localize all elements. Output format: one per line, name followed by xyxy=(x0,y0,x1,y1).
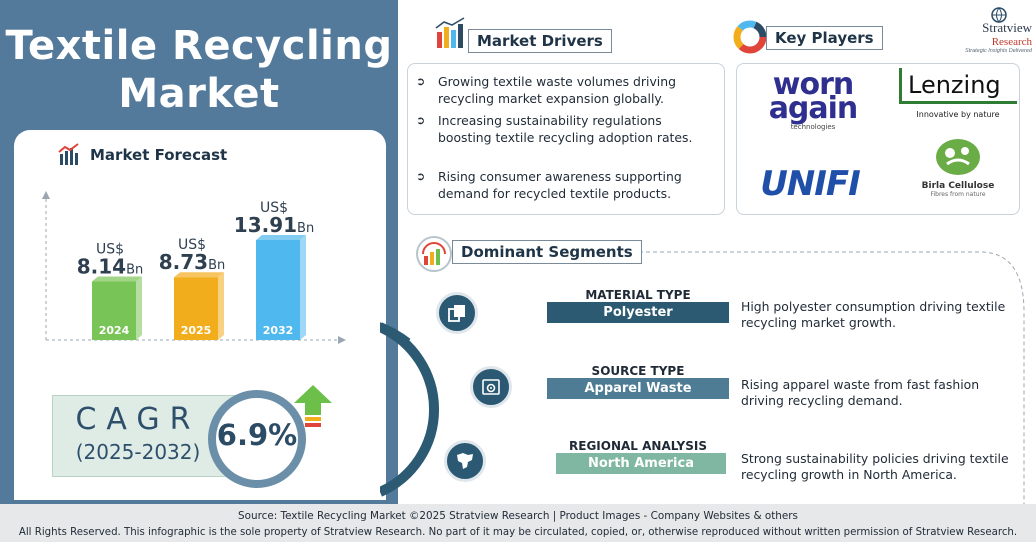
segment-desc: Rising apparel waste from fast fashion d… xyxy=(741,377,980,408)
bar-value-label: 13.91Bn xyxy=(234,213,314,237)
brand-sub: Research xyxy=(991,36,1032,48)
segment-icon-region xyxy=(444,440,486,482)
birla-leaf-icon xyxy=(936,139,980,175)
bar-currency-label: US$ xyxy=(96,241,124,257)
footer-rights: All Rights Reserved. This infographic is… xyxy=(18,527,1018,538)
map-icon xyxy=(457,453,473,469)
players-heading-label: Key Players xyxy=(766,26,883,50)
driver-text: Increasing sustainability regulations bo… xyxy=(438,113,693,145)
bar-chart-icon xyxy=(58,143,79,165)
y-axis-arrow xyxy=(42,191,50,199)
drivers-chart-icon xyxy=(435,17,465,48)
bar xyxy=(174,277,218,340)
bar-value-label: 8.73Bn xyxy=(159,250,226,274)
bar-category-label: 2032 xyxy=(263,324,294,337)
logo-lenzing-tag: Innovative by nature xyxy=(916,110,1000,119)
segments-icon xyxy=(416,236,452,272)
driver-text: Growing textile waste volumes driving re… xyxy=(438,74,676,106)
gear-icon xyxy=(482,379,500,395)
brand-tagline: Strategic Insights Delivered xyxy=(965,48,1032,54)
drivers-heading: Market Drivers xyxy=(468,29,612,53)
brand-name: Stratview xyxy=(982,20,1032,35)
footer: Source: Textile Recycling Market ©2025 S… xyxy=(0,504,1036,542)
growth-arrow-icon xyxy=(294,385,332,427)
logo-worn-again-line3: technologies xyxy=(790,123,836,131)
page-title: Textile Recycling Market xyxy=(0,22,398,118)
segment-category: SOURCE TYPE xyxy=(591,364,685,378)
bar-top xyxy=(92,276,142,282)
driver-item: ➲ Increasing sustainability regulations … xyxy=(416,112,716,146)
bar-top xyxy=(174,272,224,278)
logo-lenzing-mark: Lenzing xyxy=(899,68,1017,104)
arrow-icon: ➲ xyxy=(416,114,426,127)
segment-desc: High polyester consumption driving texti… xyxy=(741,299,1006,330)
segment-category: REGIONAL ANALYSIS xyxy=(569,439,707,453)
title-line-2: Market xyxy=(118,71,280,117)
bar-category-label: 2025 xyxy=(181,324,212,337)
driver-item: ➲ Growing textile waste volumes driving … xyxy=(416,73,716,107)
logo-birla: Birla Cellulose Fibres from nature xyxy=(903,138,1013,198)
segment-desc: Strong sustainability policies driving t… xyxy=(741,451,1009,482)
forecast-heading-label: Market Forecast xyxy=(90,146,228,164)
players-card: worn again technologies Lenzing Innovati… xyxy=(736,63,1020,215)
segment-value: Polyester xyxy=(547,302,729,323)
x-axis-arrow xyxy=(338,336,346,344)
segments-heading: Dominant Segments xyxy=(452,240,642,264)
bar xyxy=(92,281,136,340)
logo-worn-again-line1: worn xyxy=(772,67,854,102)
drivers-card: ➲ Growing textile waste volumes driving … xyxy=(407,63,725,215)
segment-value: North America xyxy=(556,453,726,474)
segments-decor xyxy=(380,251,1025,504)
title-line-1: Textile Recycling xyxy=(5,23,393,69)
drivers-heading-label: Market Drivers xyxy=(468,29,612,53)
logo-birla-tag: Fibres from nature xyxy=(930,191,986,198)
bar-side xyxy=(218,272,224,340)
segment-value: Apparel Waste xyxy=(547,378,729,399)
brand-logo: Stratview Research Strategic Insights De… xyxy=(938,6,1032,54)
driver-item: ➲ Rising consumer awareness supporting d… xyxy=(416,168,716,202)
segments-heading-label: Dominant Segments xyxy=(452,240,642,264)
bar-currency-label: US$ xyxy=(178,237,206,253)
bar-currency-label: US$ xyxy=(260,200,288,216)
logo-birla-name: Birla Cellulose xyxy=(921,181,995,191)
bar-side xyxy=(300,235,306,340)
segment-category: MATERIAL TYPE xyxy=(585,288,691,302)
segment-icon-source xyxy=(470,366,512,408)
cagr-range: (2025-2032) xyxy=(75,440,201,464)
players-donut-icon xyxy=(733,20,767,54)
layers-icon xyxy=(448,305,465,322)
bar-side xyxy=(136,276,142,340)
cagr-label: CAGR xyxy=(75,402,201,437)
arrow-icon: ➲ xyxy=(416,75,426,88)
logo-lenzing-name: Lenzing xyxy=(908,71,1001,99)
players-heading: Key Players xyxy=(766,26,883,50)
footer-source: Source: Textile Recycling Market ©2025 S… xyxy=(238,510,798,522)
bar-value-label: 8.14Bn xyxy=(77,254,144,278)
logo-worn-again: worn again technologies xyxy=(751,67,875,134)
segment-icon-material xyxy=(436,292,478,334)
bar-top xyxy=(256,235,306,240)
bar-category-label: 2024 xyxy=(99,324,130,337)
forecast-heading: Market Forecast xyxy=(58,143,227,167)
logo-lenzing: Lenzing Innovative by nature xyxy=(899,68,1017,119)
cagr-value: 6.9% xyxy=(216,418,298,452)
arrow-icon: ➲ xyxy=(416,170,426,183)
cagr-ring xyxy=(208,390,306,488)
driver-text: Rising consumer awareness supporting dem… xyxy=(438,169,682,201)
brand-globe-icon xyxy=(991,7,1007,23)
logo-worn-again-line2: again xyxy=(768,91,859,126)
bar xyxy=(256,240,300,340)
logo-unifi: UNIFI xyxy=(760,164,861,204)
